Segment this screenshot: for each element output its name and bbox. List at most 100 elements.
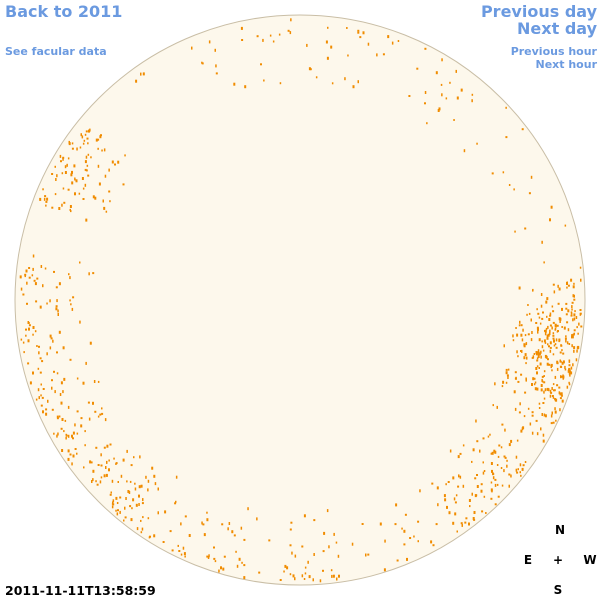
facula [51,379,53,382]
facula [90,156,92,159]
facula [395,503,398,507]
facula [46,352,48,356]
facula [490,452,493,455]
facula [491,451,494,455]
facula [57,313,59,316]
facula [517,355,519,358]
facula [39,305,42,309]
facula [460,522,463,525]
facula [489,433,491,436]
facula [492,404,494,407]
facula [403,529,406,533]
facula [547,325,549,329]
facula [80,417,83,420]
facula [578,322,580,326]
facula [184,515,187,518]
facula [558,287,561,291]
facula [233,82,236,86]
facula [396,559,399,562]
facula [240,526,243,530]
facula [290,18,292,22]
facula [564,365,566,369]
facula [141,502,144,505]
facula [475,419,477,423]
facula [83,139,86,142]
facula [580,325,583,328]
facula [543,413,546,417]
facula [474,494,477,498]
facula [560,375,563,378]
facula [40,383,42,386]
facula [140,72,142,76]
facula [503,469,505,473]
facula [522,464,525,467]
facula [284,564,287,568]
facula [34,330,37,333]
facula [26,302,28,305]
facula [533,353,536,355]
facula [540,427,542,431]
facula [557,330,559,332]
facula [68,273,70,276]
facula [183,552,186,556]
facula [536,357,539,360]
facula [120,474,123,478]
facula [56,417,59,420]
facula [461,523,463,527]
facula [541,240,543,244]
facula [533,377,536,380]
previous-hour-link[interactable]: Previous hour [510,45,597,58]
facula [480,489,483,493]
facula [103,206,106,210]
facula [84,168,87,171]
facula [575,358,578,362]
facula [491,489,493,493]
facula [459,452,462,455]
facula [554,410,557,414]
facula [101,407,103,410]
facula [506,459,508,462]
facula [94,196,97,200]
facular-link[interactable]: See facular data [5,45,107,58]
facula [72,296,75,299]
facula [157,487,159,491]
facula [85,169,88,172]
facula [417,520,420,523]
facula [559,320,561,323]
facula [376,53,378,57]
facula [125,497,127,500]
facula [92,401,94,405]
next-hour-link[interactable]: Next hour [535,58,598,71]
facula [108,459,110,462]
facula [169,530,172,533]
facula [294,577,296,581]
facula [86,137,89,140]
facula [99,480,102,484]
facula [431,482,434,485]
facula [550,391,553,394]
facula [182,546,185,550]
facula [560,360,562,363]
facula [519,471,521,474]
facula [534,381,537,384]
facula [544,388,547,392]
facula [523,344,526,348]
previous-day-link[interactable]: Previous day [480,2,597,21]
next-day-link[interactable]: Next day [517,19,597,38]
compass-east: E [523,553,533,567]
facula [435,71,438,75]
facula [545,327,548,330]
back-link[interactable]: Back to 2011 [5,2,123,21]
facula [408,95,411,97]
facula [215,72,218,75]
facula [115,496,118,500]
facula [84,160,87,164]
facula [505,368,508,371]
facula [572,294,574,298]
facula [74,448,77,450]
facula [19,275,22,279]
facula [564,224,567,227]
facula [109,443,112,446]
facula [41,396,44,399]
facula [66,163,68,167]
